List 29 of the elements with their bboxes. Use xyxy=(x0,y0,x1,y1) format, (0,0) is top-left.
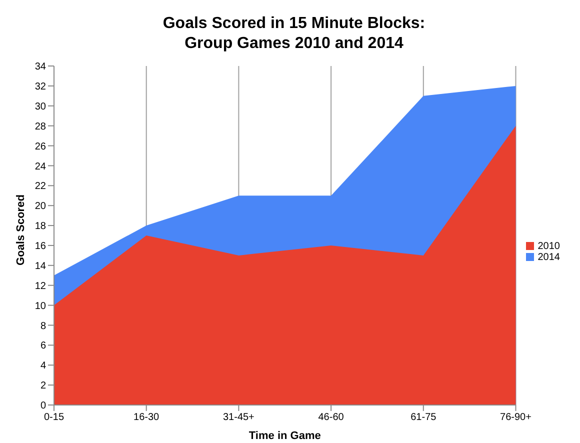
y-axis-title: Goals Scored xyxy=(14,194,27,266)
y-tick-label: 8 xyxy=(40,320,46,332)
chart-title: Goals Scored in 15 Minute Blocks: Group Games 2010 and 2014 xyxy=(162,14,426,54)
y-tick-label: 18 xyxy=(34,221,46,232)
x-tick-label: 0-15 xyxy=(44,412,64,424)
y-tick-label: 26 xyxy=(34,141,46,152)
y-tick-label: 4 xyxy=(40,360,46,372)
y-tick-label: 24 xyxy=(34,161,46,172)
y-tick-label: 10 xyxy=(34,300,46,312)
legend-label: 2014 xyxy=(538,252,560,262)
y-tick-label: 34 xyxy=(34,62,46,73)
x-tick-label: 16-30 xyxy=(134,412,160,424)
x-tick-label: 76-90+ xyxy=(500,412,532,424)
y-tick-label: 28 xyxy=(34,121,46,132)
x-tick-label: 61-75 xyxy=(410,412,437,424)
y-tick-label: 30 xyxy=(34,101,46,112)
y-tick-label: 22 xyxy=(34,181,46,192)
legend-label: 2010 xyxy=(538,240,560,252)
y-tick-label: 12 xyxy=(34,280,46,292)
y-tick-label: 2 xyxy=(40,380,46,392)
x-axis-title: Time in Game xyxy=(248,430,321,442)
x-tick-label: 46-60 xyxy=(318,412,344,424)
y-tick-label: 32 xyxy=(34,81,46,92)
y-tick-label: 20 xyxy=(34,201,46,212)
y-tick-label: 16 xyxy=(34,241,46,252)
y-tick-label: 6 xyxy=(40,340,46,352)
y-tick-label: 14 xyxy=(34,260,46,272)
x-tick-label: 31-45+ xyxy=(222,412,255,424)
y-tick-label: 0 xyxy=(40,400,46,412)
